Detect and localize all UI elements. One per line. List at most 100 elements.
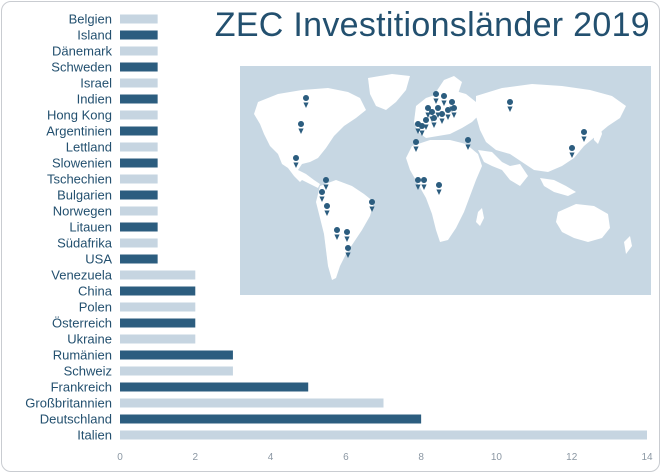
bar xyxy=(120,14,158,24)
map-pin-icon xyxy=(445,107,452,120)
category-label: Island xyxy=(77,28,112,43)
map-markers xyxy=(293,91,588,258)
category-label: Lettland xyxy=(66,140,112,155)
map-pin-icon xyxy=(425,105,432,118)
north-america-land xyxy=(254,88,366,182)
category-label: USA xyxy=(85,252,112,267)
land-masses xyxy=(254,74,632,280)
category-label: Tschechien xyxy=(47,172,112,187)
madagascar-land xyxy=(476,208,484,226)
bars-group xyxy=(120,14,647,440)
bar xyxy=(120,286,196,296)
x-tick-label: 10 xyxy=(491,452,503,463)
map-pin-icon xyxy=(431,115,438,128)
category-label: Ukraine xyxy=(67,332,112,347)
bar xyxy=(120,46,158,56)
category-label: Dänemark xyxy=(52,44,112,59)
map-pin-icon xyxy=(436,182,443,195)
southeast-asia-land xyxy=(540,178,576,196)
asia-land xyxy=(476,84,626,172)
category-label: Rumänien xyxy=(53,348,112,363)
x-tick-label: 12 xyxy=(566,452,578,463)
japan-land xyxy=(594,124,602,144)
bar xyxy=(120,254,158,264)
bar xyxy=(120,350,233,360)
category-label: Bulgarien xyxy=(57,188,112,203)
scandinavia-land xyxy=(436,76,462,98)
map-pin-icon xyxy=(581,129,588,142)
map-pin-icon xyxy=(303,95,310,108)
category-label: Litauen xyxy=(69,220,112,235)
bar xyxy=(120,62,158,72)
bar xyxy=(120,238,158,248)
category-label: Polen xyxy=(79,300,112,315)
category-label: Israel xyxy=(80,76,112,91)
category-label: Österreich xyxy=(52,316,112,331)
map-pin-icon xyxy=(345,245,352,258)
map-pin-icon xyxy=(433,91,440,104)
map-pin-icon xyxy=(334,227,341,240)
map-pin-icon xyxy=(344,229,351,242)
map-pin-icon xyxy=(441,93,448,106)
chart-title: ZEC Investitionsländer 2019 xyxy=(214,6,650,44)
bar xyxy=(120,94,158,104)
south-asia-land xyxy=(478,150,528,186)
bar xyxy=(120,302,196,312)
world-map-svg xyxy=(254,74,632,280)
bar xyxy=(120,30,158,40)
map-pin-icon xyxy=(323,177,330,190)
bar xyxy=(120,158,158,168)
map-pin-icon xyxy=(298,121,305,134)
bar xyxy=(120,382,309,392)
bar xyxy=(120,222,158,232)
map-pin-icon xyxy=(421,177,428,190)
bar xyxy=(120,206,158,216)
bar xyxy=(120,430,647,440)
map-pin-icon xyxy=(439,111,446,124)
map-pin-icon xyxy=(369,199,376,212)
map-pin-icon xyxy=(415,121,422,134)
map-pin-icon xyxy=(465,137,472,150)
bar xyxy=(120,110,158,120)
bar xyxy=(120,270,196,280)
x-tick-label: 2 xyxy=(193,452,199,463)
map-pin-icon xyxy=(507,99,514,112)
category-label: Schweiz xyxy=(64,364,112,379)
category-label: Südafrika xyxy=(57,236,113,251)
category-label: China xyxy=(78,284,113,299)
central-america-land xyxy=(298,170,320,188)
bar xyxy=(120,126,158,136)
category-label: Venezuela xyxy=(51,268,112,283)
x-tick-label: 4 xyxy=(268,452,274,463)
map-pin-icon xyxy=(319,189,326,202)
category-label: Norwegen xyxy=(53,204,112,219)
x-tick-label: 0 xyxy=(117,452,123,463)
x-axis-ticks: 0 2 4 6 8 10 12 14 xyxy=(117,452,653,463)
map-pin-icon xyxy=(569,145,576,158)
category-label: Schweden xyxy=(51,60,112,75)
greenland-land xyxy=(368,74,410,110)
category-label: Belgien xyxy=(69,12,112,27)
bar xyxy=(120,190,158,200)
bar xyxy=(120,318,196,328)
category-label: Großbritannien xyxy=(25,396,112,411)
category-label: Hong Kong xyxy=(47,108,112,123)
category-label: Argentinien xyxy=(46,124,112,139)
x-tick-label: 8 xyxy=(418,452,424,463)
bar xyxy=(120,414,422,424)
bar xyxy=(120,366,233,376)
map-pin-icon xyxy=(451,105,458,118)
map-pin-icon xyxy=(415,177,422,190)
bar xyxy=(120,334,196,344)
bar xyxy=(120,398,384,408)
map-pin-icon xyxy=(413,139,420,152)
map-pin-icon xyxy=(293,155,300,168)
australia-land xyxy=(556,204,610,242)
x-tick-label: 6 xyxy=(343,452,349,463)
africa-land xyxy=(406,140,482,242)
x-tick-label: 14 xyxy=(641,452,653,463)
category-label: Deutschland xyxy=(40,412,112,427)
